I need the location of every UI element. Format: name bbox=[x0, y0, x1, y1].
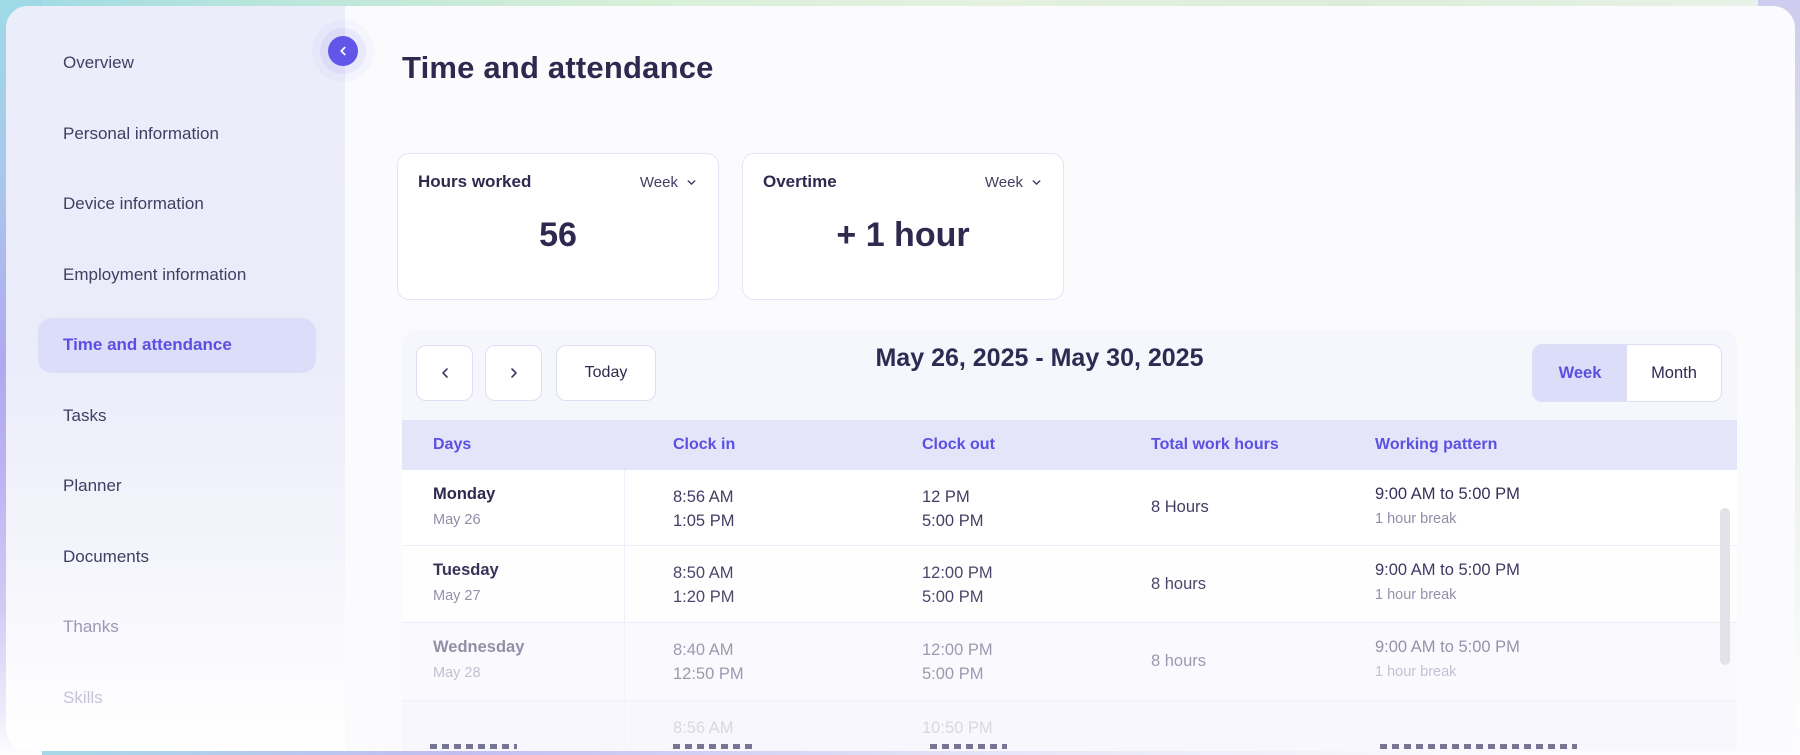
week-month-toggle: Week Month bbox=[1532, 344, 1722, 402]
row-day: Wednesday bbox=[433, 638, 525, 656]
overtime-card: Overtime Week + 1 hour bbox=[742, 153, 1064, 300]
page-title: Time and attendance bbox=[402, 50, 714, 85]
row-date: May 27 bbox=[433, 588, 481, 604]
overtime-value: + 1 hour bbox=[836, 216, 970, 254]
period-value: Week bbox=[984, 173, 1023, 191]
row-break: 1 hour break bbox=[1375, 511, 1457, 527]
sidebar-item-tasks[interactable]: Tasks bbox=[6, 381, 345, 452]
row-working-pattern: 9:00 AM to 5:00 PM bbox=[1375, 485, 1520, 503]
sidebar-item-planner[interactable]: Planner bbox=[6, 451, 345, 522]
table-row: Wednesday May 28 8:40 AM 12:50 PM 12:00 P… bbox=[402, 623, 1737, 701]
column-header-total-work-hours: Total work hours bbox=[1151, 436, 1279, 453]
clipped-row-text bbox=[1380, 744, 1577, 749]
table-header-row: Days Clock in Clock out Total work hours Wor… bbox=[402, 420, 1737, 470]
row-date: May 28 bbox=[433, 665, 481, 681]
row-total-hours: 8 Hours bbox=[1151, 498, 1209, 516]
row-total-hours: 8 hours bbox=[1151, 574, 1207, 593]
period-dropdown[interactable]: Week bbox=[985, 174, 1043, 191]
row-day: Tuesday bbox=[433, 561, 499, 579]
column-header-clock-out: Clock out bbox=[922, 436, 995, 453]
table-scrollbar[interactable] bbox=[1720, 508, 1730, 665]
previous-week-button[interactable] bbox=[416, 345, 473, 401]
row-clock-in: 8:50 AM 1:20 PM bbox=[673, 564, 735, 606]
row-working-pattern: 9:00 AM to 5:00 PM bbox=[1375, 561, 1520, 579]
chevron-left-icon bbox=[336, 44, 350, 58]
calendar-panel: Today Week Month May 26, 2025 - May 30, 2… bbox=[402, 330, 1737, 751]
row-total-hours: 8 hours bbox=[1151, 652, 1207, 670]
row-clock-in: 8:40 AM 12:50 PM bbox=[673, 641, 744, 683]
sidebar-item-label: Tasks bbox=[63, 405, 107, 425]
row-clock-out: 12 PM 5:00 PM bbox=[922, 488, 984, 530]
sidebar-nav-list: Overview Personal information Device inf… bbox=[6, 6, 345, 733]
hours-worked-card: Hours worked Week 56 bbox=[397, 153, 719, 300]
sidebar-item-employment-information[interactable]: Employment information bbox=[6, 240, 345, 311]
row-date: May 26 bbox=[433, 512, 481, 528]
today-button[interactable]: Today bbox=[556, 345, 656, 401]
sidebar-item-label: Planner bbox=[63, 476, 122, 496]
clipped-row-text bbox=[430, 744, 517, 749]
row-clock-in: 8:56 AM 1:05 PM bbox=[673, 488, 735, 530]
chevron-down-icon bbox=[1030, 176, 1043, 189]
sidebar-item-label: Employment information bbox=[63, 264, 247, 284]
chevron-left-icon bbox=[437, 365, 453, 381]
stat-cards: Hours worked Week 56 Overtime Week bbox=[397, 153, 1064, 300]
sidebar-item-label: Thanks bbox=[63, 617, 119, 637]
sidebar-item-label: Personal information bbox=[63, 123, 219, 143]
sidebar-item-time-and-attendance[interactable]: Time and attendance bbox=[38, 317, 316, 373]
period-value: Week bbox=[639, 173, 678, 191]
date-range-heading: May 26, 2025 - May 30, 2025 bbox=[875, 344, 1204, 372]
calendar-toolbar: Today Week Month bbox=[416, 344, 1722, 402]
column-header-working-pattern: Working pattern bbox=[1375, 436, 1498, 453]
app-container: Overview Personal information Device inf… bbox=[6, 6, 1795, 751]
sidebar-item-overview[interactable]: Overview bbox=[6, 28, 345, 99]
sidebar-item-label: Time and attendance bbox=[63, 335, 232, 355]
column-header-days: Days bbox=[433, 436, 472, 453]
sidebar-collapse-button[interactable] bbox=[328, 36, 358, 66]
hours-worked-value: 56 bbox=[539, 216, 577, 254]
card-label: Overtime bbox=[763, 172, 837, 191]
row-clock-in: 8:56 AM bbox=[673, 719, 734, 737]
table-row: Tuesday May 27 8:50 AM 1:20 PM 12:00 PM 5:… bbox=[402, 546, 1737, 623]
row-break: 1 hour break bbox=[1375, 664, 1457, 680]
sidebar-item-label: Overview bbox=[63, 53, 134, 73]
row-total-hours bbox=[1103, 701, 1327, 751]
toggle-option-month[interactable]: Month bbox=[1651, 363, 1697, 382]
chevron-right-icon bbox=[506, 365, 522, 381]
table-body: Monday May 26 8:56 AM 1:05 PM 12 PM 5:00 P… bbox=[402, 470, 1737, 751]
row-clock-out: 10:50 PM bbox=[922, 719, 993, 737]
sidebar-item-personal-information[interactable]: Personal information bbox=[6, 99, 345, 170]
clipped-row-text bbox=[930, 744, 1007, 749]
toggle-option-week[interactable]: Week bbox=[1533, 345, 1627, 401]
row-break: 1 hour break bbox=[1375, 587, 1457, 603]
sidebar-item-label: Documents bbox=[63, 546, 149, 566]
chevron-down-icon bbox=[685, 176, 698, 189]
sidebar-item-documents[interactable]: Documents bbox=[6, 522, 345, 593]
card-label: Hours worked bbox=[418, 172, 532, 191]
sidebar-item-label: Device information bbox=[63, 194, 204, 214]
next-week-button[interactable] bbox=[485, 345, 542, 401]
row-clock-out: 12:00 PM 5:00 PM bbox=[922, 641, 993, 683]
row-clock-out: 12:00 PM 5:00 PM bbox=[922, 564, 993, 606]
column-header-clock-in: Clock in bbox=[673, 436, 736, 453]
clipped-row-text bbox=[673, 744, 756, 749]
table-row: Monday May 26 8:56 AM 1:05 PM 12 PM 5:00 P… bbox=[402, 470, 1737, 546]
row-day: Monday bbox=[433, 485, 496, 503]
sidebar: Overview Personal information Device inf… bbox=[6, 6, 345, 751]
row-working-pattern: 9:00 AM to 5:00 PM bbox=[1375, 638, 1520, 656]
sidebar-item-label: Skills bbox=[63, 687, 103, 707]
sidebar-item-device-information[interactable]: Device information bbox=[6, 169, 345, 240]
period-dropdown[interactable]: Week bbox=[640, 174, 698, 191]
main-content: Time and attendance Hours worked Week 56 bbox=[345, 6, 1795, 751]
sidebar-item-thanks[interactable]: Thanks bbox=[6, 592, 345, 663]
sidebar-item-skills[interactable]: Skills bbox=[6, 663, 345, 734]
table-row: 8:56 AM 10:50 PM bbox=[402, 701, 1737, 751]
